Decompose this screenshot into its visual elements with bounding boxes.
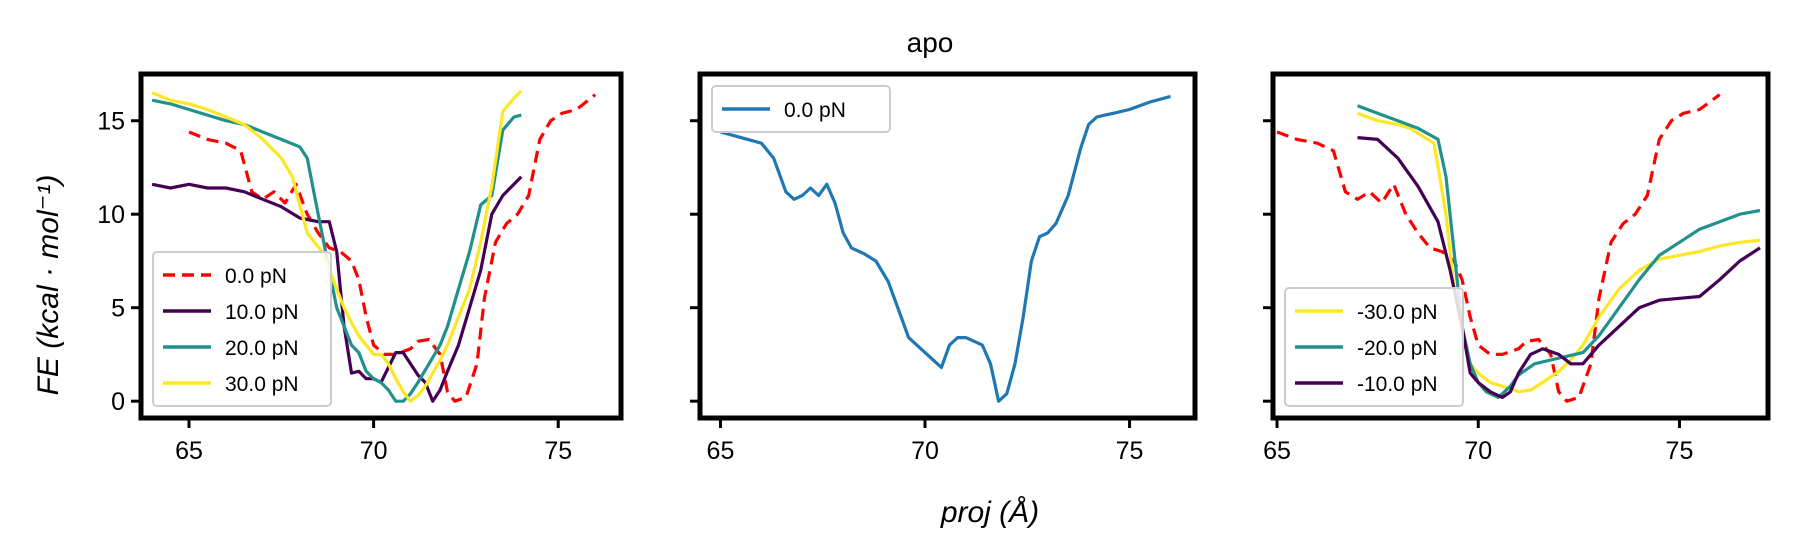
legend-box — [1284, 287, 1464, 407]
series-group — [151, 89, 597, 403]
y-tick-label: 0 — [111, 388, 125, 416]
series-line-300pn — [151, 89, 523, 403]
series-line-00pn — [1276, 93, 1721, 403]
x-tick-label: 75 — [1666, 437, 1694, 465]
y-tick-label: 5 — [111, 295, 125, 323]
legend: -30.0 pN -20.0 pN -10.0 pN — [1284, 287, 1464, 407]
legend-label: 30.0 pN — [225, 373, 299, 396]
plot-frame — [138, 71, 624, 421]
series-line--100pn — [1357, 136, 1761, 399]
legend-label: -10.0 pN — [1357, 373, 1438, 396]
series-group — [1276, 93, 1761, 403]
series-line-00pn — [720, 94, 1171, 403]
series-line--300pn — [1356, 111, 1761, 394]
x-tick-label: 75 — [1116, 437, 1144, 465]
chart-panel-2: 65 70 75 0.0 pN — [690, 71, 1198, 465]
legend-label: 0.0 pN — [784, 99, 846, 122]
legend-label: 0.0 pN — [225, 265, 287, 288]
legend-box — [711, 85, 891, 133]
legend-label: 10.0 pN — [225, 301, 299, 324]
x-tick-label: 65 — [1263, 437, 1291, 465]
y-axis-label: FE (kcal · mol⁻¹) — [32, 175, 65, 396]
x-axis-label: proj (Å) — [940, 496, 1039, 529]
x-tick-label: 70 — [360, 437, 388, 465]
y-tick-label: 10 — [97, 201, 125, 229]
y-tick-label: 15 — [97, 108, 125, 136]
legend: 0.0 pN — [711, 85, 891, 133]
series-line-200pn — [151, 98, 522, 403]
x-tick-label: 70 — [1464, 437, 1492, 465]
series-group — [720, 94, 1171, 403]
legend-label: 20.0 pN — [225, 337, 299, 360]
legend-box — [152, 251, 332, 407]
x-tick-label: 75 — [544, 437, 572, 465]
legend-label: -30.0 pN — [1357, 301, 1438, 324]
plot-frame — [1270, 71, 1771, 421]
chart-panel-1: 65 70 75 0 5 10 15 0.0 pN 10.0 pN 20.0 pN 30.0 pN — [97, 71, 624, 465]
figure-title: apo — [907, 27, 954, 58]
chart-panel-3: 65 70 75 -30.0 pN -20.0 pN -10.0 pN — [1263, 71, 1771, 465]
legend-label: -20.0 pN — [1357, 337, 1438, 360]
x-tick-label: 65 — [707, 437, 735, 465]
series-line-00pn — [188, 93, 597, 403]
legend: 0.0 pN 10.0 pN 20.0 pN 30.0 pN — [152, 251, 332, 407]
x-tick-label: 70 — [911, 437, 939, 465]
x-tick-label: 65 — [175, 437, 203, 465]
plot-frame — [697, 71, 1198, 421]
